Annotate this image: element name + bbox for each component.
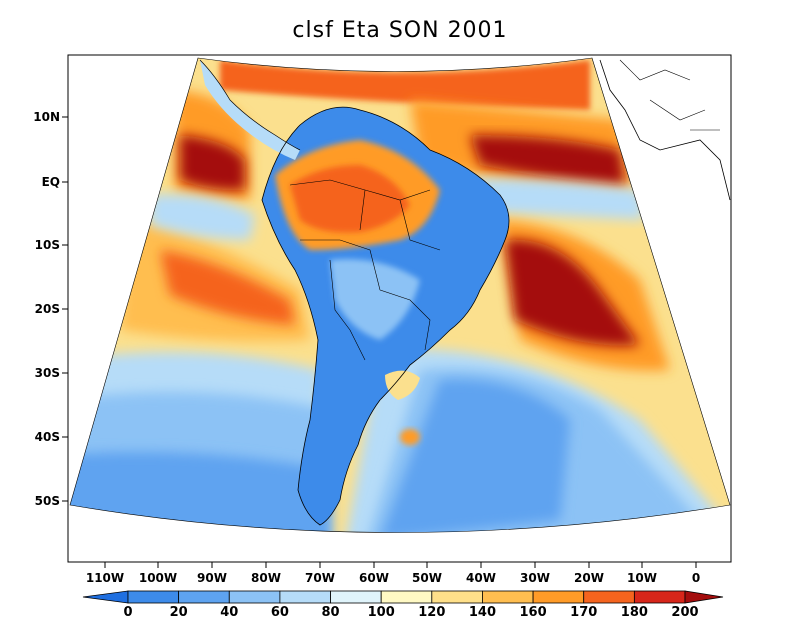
colorbar-tick-label: 180 — [621, 605, 648, 618]
domain-outline — [69, 57, 731, 533]
colorbar-box — [178, 590, 230, 604]
lon-label: 0 — [692, 571, 700, 585]
lon-label: 10W — [627, 571, 657, 585]
latitude-labels: 10N EQ 10S 20S 30S 40S 50S — [33, 110, 60, 508]
lat-label: 30S — [35, 366, 60, 380]
field-south-blue-strong — [70, 452, 330, 533]
colorbar-box — [532, 590, 585, 604]
longitude-labels: 110W 100W 90W 80W 70W 60W 50W 40W 30W 20… — [86, 571, 700, 585]
lon-label: 50W — [412, 571, 442, 585]
lat-label: EQ — [42, 175, 60, 189]
colorbar-box — [583, 590, 635, 604]
map-title: clsf Eta SON 2001 — [292, 18, 508, 43]
colorbar-tick-label: 40 — [220, 605, 238, 618]
colorbar-box — [127, 590, 180, 604]
colorbar-tick-label: 20 — [170, 605, 188, 618]
colorbar-tick-label: 120 — [418, 605, 445, 618]
colorbar-box — [228, 590, 281, 604]
colorbar-box — [279, 590, 331, 604]
colorbar-arrow-low — [82, 590, 129, 604]
lon-label: 20W — [574, 571, 604, 585]
colorbar-tick-label: 100 — [368, 605, 395, 618]
colorbar-tick-label: 140 — [469, 605, 496, 618]
lon-label: 80W — [251, 571, 281, 585]
colorbar-tick-label: 80 — [321, 605, 339, 618]
field-north-atlantic-red — [470, 135, 625, 185]
field-south-atlantic-blue-strong — [380, 379, 570, 533]
colorbar-box — [380, 590, 433, 604]
colorbar-tick-label: 170 — [570, 605, 597, 618]
colorbar: 0 20 40 60 80 100 120 140 160 170 180 200 — [82, 590, 724, 618]
boundaries — [199, 59, 731, 526]
latitude-ticks — [62, 116, 68, 502]
lon-label: 110W — [86, 571, 124, 585]
country-borders — [289, 179, 441, 361]
colorbar-tick-label: 0 — [123, 605, 132, 618]
coastline-africa — [599, 59, 731, 201]
colorbar-tick-label: 200 — [671, 605, 698, 618]
field-pacific-eq-blue — [150, 194, 255, 240]
field-south-atlantic-red — [505, 239, 640, 346]
lon-label: 40W — [466, 571, 496, 585]
uruguay-yellow — [385, 370, 420, 400]
borders-africa — [619, 59, 720, 131]
lon-label: 70W — [305, 571, 335, 585]
field-orange-spot — [400, 429, 420, 445]
lat-label: 50S — [35, 494, 60, 508]
lon-label: 60W — [359, 571, 389, 585]
colorbar-arrow-high — [684, 590, 724, 604]
lat-label: 40S — [35, 430, 60, 444]
field-caribbean-red — [220, 60, 590, 110]
colorbar-tick-label: 160 — [520, 605, 547, 618]
lat-label: 10N — [33, 110, 60, 124]
coastline-south-america — [261, 106, 510, 526]
field-pacific-red — [160, 250, 295, 325]
lat-label: 10S — [35, 238, 60, 252]
colorbar-box — [633, 590, 686, 604]
lon-label: 30W — [520, 571, 550, 585]
colorbar-tick-label: 60 — [271, 605, 289, 618]
longitude-ticks — [104, 562, 697, 568]
colorbar-box — [431, 590, 483, 604]
field-pacific-northwest-red — [180, 135, 245, 191]
lon-label: 90W — [197, 571, 227, 585]
coastline-central-america — [199, 59, 301, 151]
lat-label: 20S — [35, 302, 60, 316]
land-south-light-blue — [330, 259, 420, 340]
lon-label: 100W — [139, 571, 177, 585]
amazon-red — [290, 165, 410, 233]
colorbar-box — [330, 590, 382, 604]
shaded-field — [70, 58, 730, 533]
colorbar-box — [482, 590, 534, 604]
